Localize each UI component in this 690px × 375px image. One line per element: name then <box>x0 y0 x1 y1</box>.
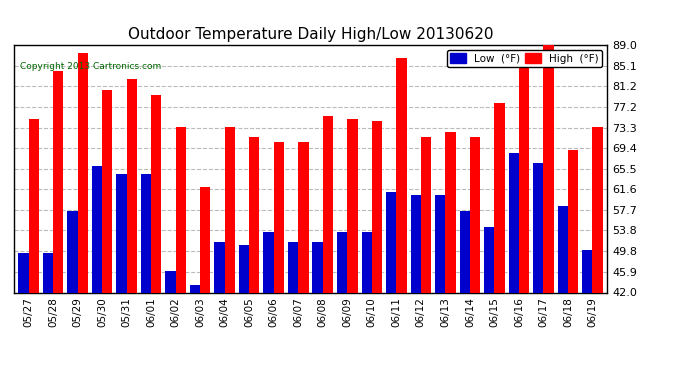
Bar <box>67 211 77 292</box>
Bar <box>166 272 176 292</box>
Bar <box>190 285 200 292</box>
Bar <box>264 232 274 292</box>
Bar <box>435 195 445 292</box>
Bar <box>460 211 470 292</box>
Bar <box>313 243 323 292</box>
Bar <box>372 122 382 292</box>
Bar <box>362 232 372 292</box>
Title: Outdoor Temperature Daily High/Low 20130620: Outdoor Temperature Daily High/Low 20130… <box>128 27 493 42</box>
Bar <box>347 119 357 292</box>
Bar <box>396 58 406 292</box>
Bar <box>484 226 495 292</box>
Bar <box>519 58 529 292</box>
Bar <box>509 153 519 292</box>
Bar <box>176 127 186 292</box>
Bar <box>239 245 249 292</box>
Bar <box>288 243 298 292</box>
Bar <box>558 206 568 292</box>
Bar <box>28 119 39 292</box>
Bar <box>411 195 421 292</box>
Bar <box>102 90 112 292</box>
Bar <box>298 142 308 292</box>
Bar <box>200 187 210 292</box>
Bar <box>582 251 593 292</box>
Bar <box>151 95 161 292</box>
Bar <box>445 132 455 292</box>
Bar <box>53 71 63 292</box>
Text: Copyright 2013 Cartronics.com: Copyright 2013 Cartronics.com <box>20 62 161 71</box>
Bar <box>141 174 151 292</box>
Bar <box>274 142 284 292</box>
Bar <box>593 127 603 292</box>
Bar <box>43 253 53 292</box>
Legend: Low  (°F), High  (°F): Low (°F), High (°F) <box>447 50 602 67</box>
Bar <box>117 174 126 292</box>
Bar <box>18 253 28 292</box>
Bar <box>126 79 137 292</box>
Bar <box>421 137 431 292</box>
Bar <box>77 53 88 292</box>
Bar <box>533 164 544 292</box>
Bar <box>92 166 102 292</box>
Bar <box>225 127 235 292</box>
Bar <box>215 243 225 292</box>
Bar <box>568 150 578 292</box>
Bar <box>470 137 480 292</box>
Bar <box>337 232 347 292</box>
Bar <box>249 137 259 292</box>
Bar <box>386 192 396 292</box>
Bar <box>495 103 504 292</box>
Bar <box>544 45 554 292</box>
Bar <box>323 116 333 292</box>
